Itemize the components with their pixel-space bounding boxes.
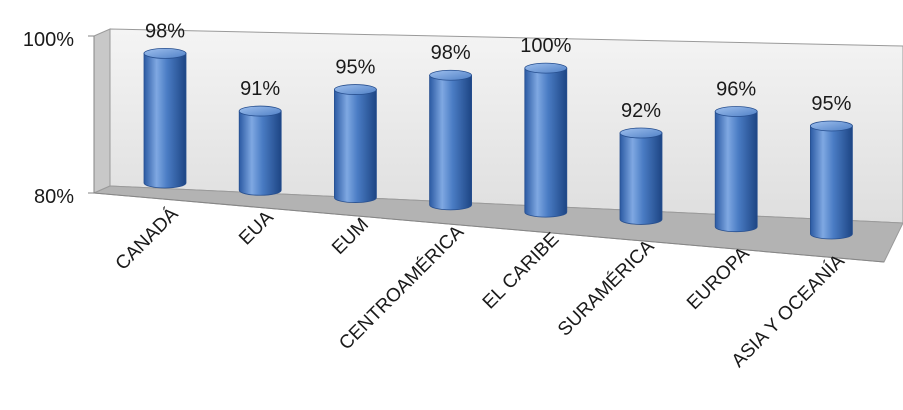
data-label: 98% (145, 20, 185, 42)
bar-body (810, 125, 853, 240)
data-label: 95% (811, 93, 851, 115)
x-tick-label: EUROPA (683, 243, 754, 314)
bar-top (143, 48, 187, 59)
bar (429, 69, 473, 211)
bar (143, 48, 187, 189)
bar-top (619, 127, 663, 139)
x-tick-label: ASIA Y OCEANÍA (728, 250, 849, 371)
x-tick-label: EUA (235, 207, 278, 250)
data-label: 98% (431, 42, 471, 64)
bar (238, 105, 282, 196)
bar-body (714, 111, 758, 233)
data-label: 96% (716, 78, 756, 100)
bar-top (333, 84, 377, 95)
bar (619, 127, 663, 225)
data-label: 91% (240, 78, 280, 100)
bar-body (619, 132, 663, 225)
bar-body (334, 89, 377, 203)
back-wall (109, 28, 903, 224)
x-tick-label: EL CARIBE (479, 229, 564, 314)
y-tick-label: 100% (23, 29, 74, 51)
bar (524, 62, 568, 218)
bar-top (429, 69, 473, 81)
bar (714, 106, 758, 233)
bar-body (429, 74, 472, 211)
x-tick-label: EUM (328, 214, 373, 259)
bar-body (143, 53, 187, 189)
y-tick-label: 80% (34, 186, 74, 208)
bars (143, 48, 853, 240)
side-wall (93, 28, 111, 194)
bar-top (810, 120, 853, 132)
data-labels: 98% 91% 95% 98% 100% 92% 96% 95% (145, 20, 852, 122)
x-tick-label: SURAMÉRICA (554, 236, 659, 341)
x-axis-line (93, 192, 885, 263)
bar (333, 84, 377, 203)
data-label: 92% (621, 100, 661, 122)
data-label: 95% (335, 57, 375, 79)
x-tick-label: CANADÁ (112, 203, 183, 274)
data-label: 100% (520, 35, 571, 57)
bar-top (238, 105, 282, 117)
bar-body (524, 67, 568, 218)
bar (810, 120, 853, 240)
bar-top (524, 62, 568, 74)
bar-top (714, 106, 758, 117)
bar-body (238, 110, 282, 196)
